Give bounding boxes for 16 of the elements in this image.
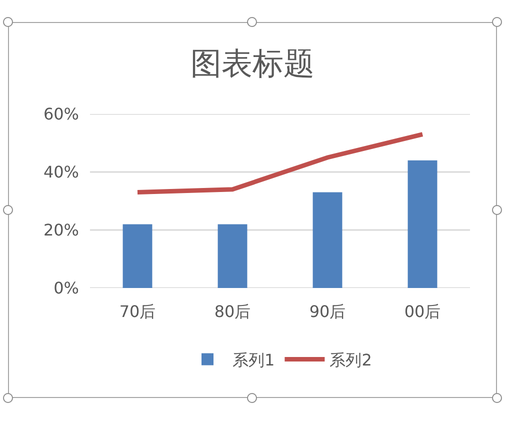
x-tick-label: 70后 [119, 302, 156, 321]
y-tick-label: 0% [54, 278, 79, 298]
bar [408, 160, 438, 288]
bar [312, 192, 342, 288]
bar [218, 224, 248, 288]
x-tick-label: 80后 [214, 302, 251, 321]
legend-label: 系列2 [330, 350, 372, 370]
chart-title: 图表标题 [190, 46, 314, 82]
y-tick-label: 60% [43, 104, 79, 124]
x-tick-label: 90后 [309, 302, 346, 321]
bar [122, 224, 152, 288]
line-series [135, 132, 425, 195]
legend-label: 系列1 [232, 350, 275, 370]
x-tick-label: 00后 [404, 302, 441, 321]
y-tick-label: 20% [43, 220, 79, 240]
y-tick-label: 40% [43, 162, 79, 182]
